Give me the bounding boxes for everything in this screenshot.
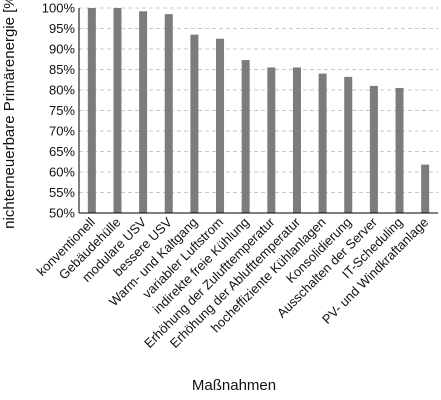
bar	[267, 67, 276, 213]
y-tick-label: 70%	[49, 124, 75, 139]
bar	[190, 34, 199, 214]
y-axis-title: nichterneuerbare Primärenergie [%]	[1, 0, 18, 229]
bar	[241, 60, 250, 213]
bar	[395, 87, 404, 213]
bars	[87, 8, 430, 214]
bar	[292, 67, 301, 213]
axes	[78, 8, 438, 214]
bar	[113, 8, 122, 213]
bar	[87, 8, 96, 213]
bar	[318, 73, 327, 213]
bar	[139, 11, 148, 214]
y-tick-label: 80%	[49, 83, 75, 98]
y-tick-label: 100%	[42, 1, 76, 16]
bar	[164, 14, 173, 214]
bar	[369, 85, 378, 213]
gridlines	[79, 7, 438, 193]
y-tick-label: 75%	[49, 103, 75, 118]
y-tick-label: 95%	[49, 21, 75, 36]
y-tick-label: 50%	[49, 206, 75, 221]
bar	[421, 164, 430, 213]
bar	[216, 38, 225, 213]
y-tick-label: 90%	[49, 42, 75, 57]
y-tick-label: 85%	[49, 62, 75, 77]
bar	[344, 76, 353, 213]
y-tick-label: 65%	[49, 144, 75, 159]
y-tick-label: 60%	[49, 165, 75, 180]
x-axis-title: Maßnahmen	[192, 377, 276, 394]
y-tick-labels: 50% 55% 60% 65% 70% 75% 80% 85% 90% 95% 100%	[42, 1, 76, 221]
y-tick-label: 55%	[49, 185, 75, 200]
